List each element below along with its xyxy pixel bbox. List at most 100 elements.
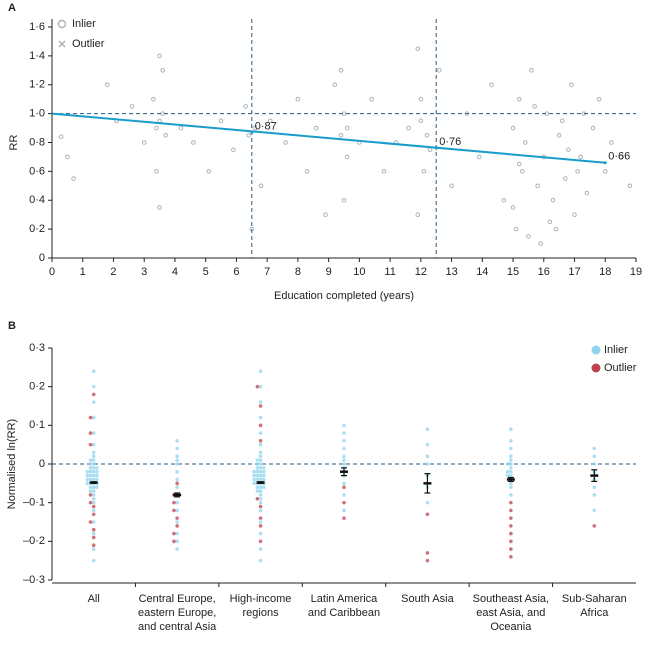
inlier-point: [258, 493, 263, 497]
category-label: All: [87, 593, 100, 605]
inlier-point: [510, 125, 516, 131]
annotation-point: [434, 146, 438, 150]
inlier-point: [516, 96, 522, 102]
inlier-point: [85, 477, 90, 482]
inlier-point: [157, 53, 162, 59]
inlier-point: [218, 118, 224, 124]
inlier-point: [91, 442, 96, 447]
legend-marker: [591, 345, 601, 355]
inlier-point: [85, 481, 90, 486]
inlier-point: [509, 446, 513, 451]
inlier-point: [95, 469, 99, 474]
inlier-point: [85, 473, 90, 478]
outlier-point: [258, 439, 263, 443]
inlier-point: [304, 169, 310, 174]
inlier-point: [258, 531, 263, 536]
outlier-point: [172, 500, 176, 505]
inlier-point: [91, 558, 96, 563]
inlier-point: [421, 169, 427, 174]
y-tick-label: 0·3: [29, 342, 45, 354]
inlier-point: [532, 104, 537, 109]
panel-label: B: [8, 320, 16, 332]
inlier-point: [258, 415, 263, 420]
inlier-point: [255, 469, 260, 474]
inlier-point: [261, 477, 266, 482]
inlier-point: [88, 477, 93, 482]
annotation: 0·76: [439, 136, 461, 148]
inlier-point: [596, 96, 602, 102]
outlier-point: [88, 431, 93, 435]
inlier-point: [258, 469, 263, 474]
x-tick-label: 14: [476, 266, 488, 278]
inlier-point: [151, 96, 156, 102]
inlier-point: [88, 458, 93, 462]
inlier-point: [425, 442, 430, 447]
inlier-point: [252, 125, 258, 131]
inlier-point: [255, 466, 260, 470]
inlier-point: [344, 125, 350, 131]
x-tick-label: 3: [141, 266, 147, 278]
inlier-point: [91, 369, 96, 374]
x-tick-label: 4: [172, 266, 178, 278]
inlier-point: [175, 539, 179, 544]
inlier-point: [258, 489, 263, 493]
x-tick-label: 9: [326, 266, 332, 278]
y-tick-label: 0·2: [29, 381, 45, 393]
outlier-point: [509, 547, 513, 551]
inlier-point: [261, 473, 266, 478]
x-axis-title: Education completed (years): [274, 290, 414, 302]
inlier-point: [175, 520, 179, 524]
inlier-point: [258, 477, 263, 482]
inlier-point: [91, 400, 96, 404]
x-tick-label: 6: [233, 266, 239, 278]
outlier-point: [509, 524, 513, 528]
x-tick-label: 19: [630, 266, 642, 278]
y-tick-label: 1·4: [29, 50, 45, 62]
inlier-point: [627, 183, 633, 189]
inlier-point: [160, 68, 165, 73]
y-tick-label: 1·6: [29, 21, 45, 33]
outlier-point: [91, 535, 96, 540]
y-tick-label: 0: [39, 458, 45, 470]
inlier-point: [91, 489, 96, 493]
category-label: South Asia: [401, 593, 454, 605]
inlier-point: [584, 190, 590, 196]
inlier-point: [283, 140, 288, 145]
inlier-point: [590, 125, 596, 131]
inlier-point: [529, 68, 534, 73]
inlier-point: [342, 462, 346, 466]
legend-label: Inlier: [604, 344, 628, 356]
outlier-point: [509, 539, 513, 544]
x-tick-label: 18: [599, 266, 611, 278]
inlier-point: [258, 462, 263, 466]
inlier-point: [550, 197, 556, 203]
outlier-point: [425, 558, 430, 563]
inlier-point: [342, 423, 346, 428]
category-label: Sub-Saharan Africa: [561, 593, 627, 619]
inlier-point: [91, 431, 96, 435]
inlier-point: [105, 82, 110, 88]
inlier-point: [206, 169, 212, 174]
inlier-point: [252, 473, 256, 478]
inlier-point: [258, 558, 263, 563]
inlier-point: [91, 477, 96, 482]
outlier-point: [91, 512, 96, 517]
inlier-point: [255, 477, 260, 482]
inlier-point: [566, 147, 571, 153]
inlier-point: [578, 154, 583, 160]
legend-label: Outlier: [604, 362, 637, 374]
outlier-point: [175, 516, 179, 520]
inlier-point: [95, 477, 99, 482]
inlier-point: [88, 466, 93, 470]
outlier-point: [592, 524, 597, 528]
inlier-point: [509, 458, 513, 462]
y-tick-label: 1·0: [29, 108, 45, 120]
inlier-point: [91, 520, 96, 524]
inlier-point: [91, 473, 96, 478]
inlier-point: [425, 427, 430, 432]
inlier-point: [258, 450, 263, 455]
outlier-point: [258, 524, 263, 528]
inlier-point: [154, 125, 159, 131]
inlier-point: [505, 469, 510, 474]
inlier-point: [509, 485, 513, 490]
